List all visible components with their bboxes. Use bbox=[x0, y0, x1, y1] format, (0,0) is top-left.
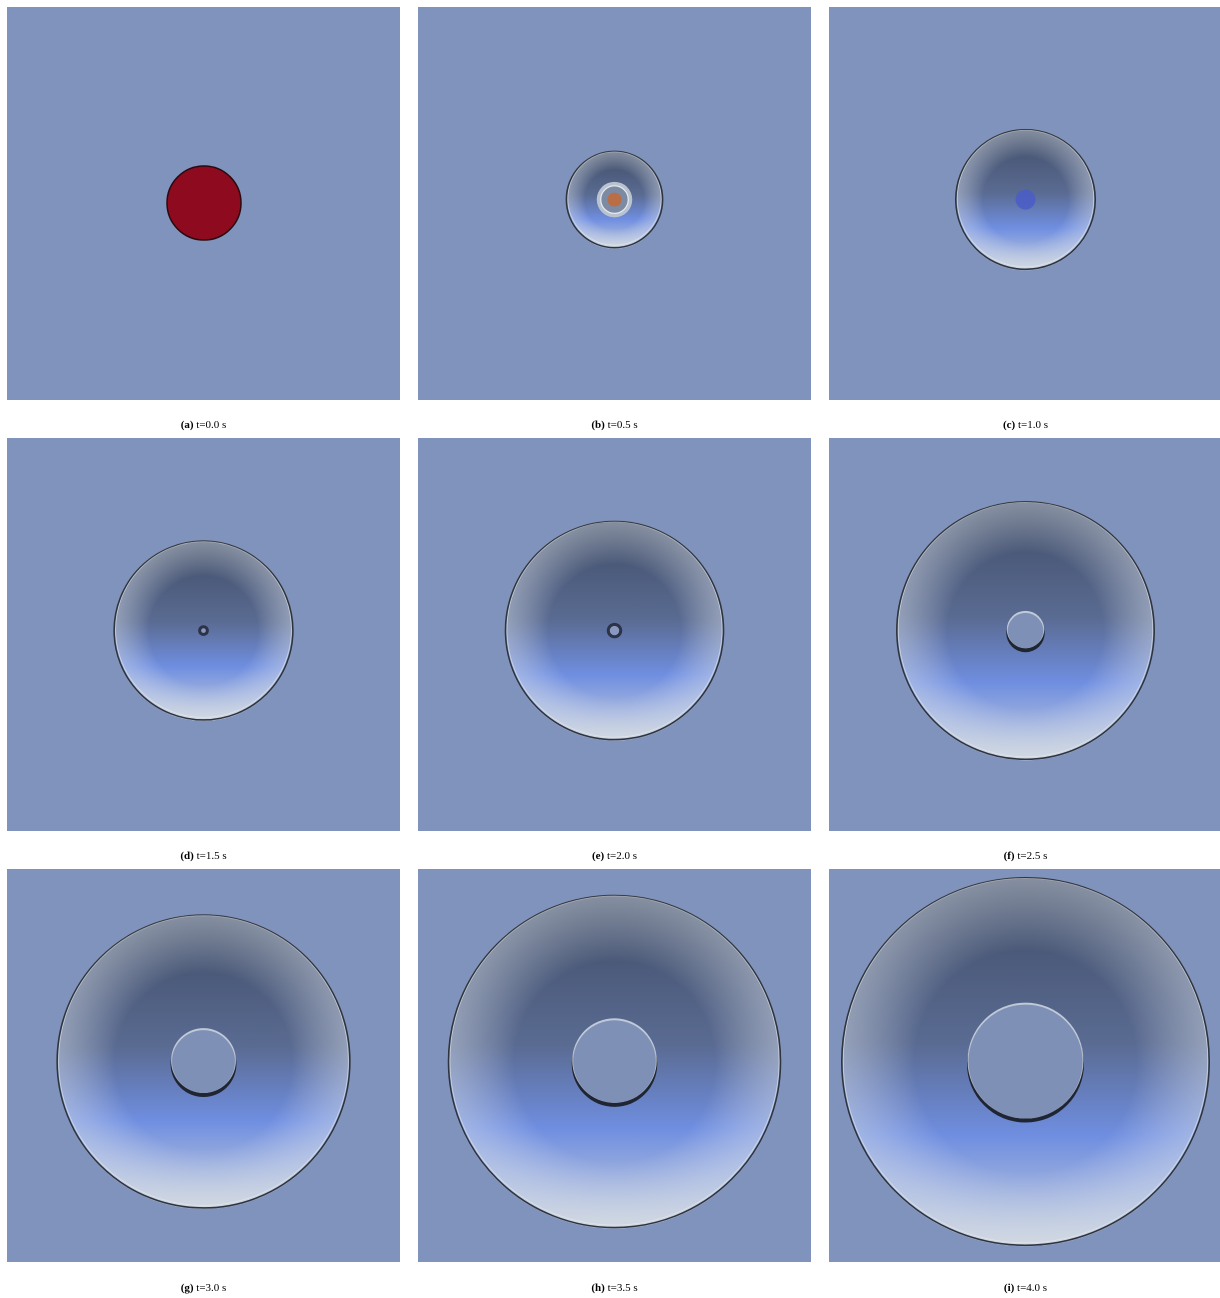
caption-c: (c) t=1.0 s bbox=[829, 419, 1220, 431]
caption-time: t=1.5 s bbox=[196, 850, 227, 862]
simulation-image-f bbox=[829, 438, 1220, 831]
caption-time: t=0.0 s bbox=[196, 419, 227, 431]
caption-letter: (e) bbox=[591, 850, 605, 862]
caption-b: (b) t=0.5 s bbox=[418, 419, 811, 431]
wave-front-edge bbox=[954, 129, 1097, 271]
simulation-image-h bbox=[418, 869, 811, 1262]
caption-d: (d) t=1.5 s bbox=[7, 850, 400, 862]
initial-blob bbox=[166, 165, 242, 241]
wave-front-highlight bbox=[956, 129, 1095, 268]
caption-g: (g) t=3.0 s bbox=[7, 1282, 400, 1294]
panel-e bbox=[418, 438, 811, 831]
panel-a bbox=[7, 7, 400, 400]
caption-i: (i) t=4.0 s bbox=[829, 1282, 1220, 1294]
wave-front-edge bbox=[56, 914, 351, 1209]
caption-e: (e) t=2.0 s bbox=[418, 850, 811, 862]
caption-letter: (g) bbox=[180, 1282, 194, 1294]
caption-letter: (a) bbox=[180, 419, 194, 431]
simulation-image-i bbox=[829, 869, 1220, 1262]
cavity-interior bbox=[968, 1004, 1083, 1119]
simulation-image-a bbox=[7, 7, 400, 400]
cavity-interior bbox=[172, 1030, 235, 1094]
caption-letter: (c) bbox=[1002, 419, 1016, 431]
panel-g bbox=[7, 869, 400, 1262]
wave-front-highlight bbox=[567, 151, 662, 246]
wave-front-highlight bbox=[506, 521, 723, 738]
caption-h: (h) t=3.5 s bbox=[418, 1282, 811, 1294]
wave-front-highlight bbox=[115, 541, 292, 718]
caption-time: t=4.0 s bbox=[1017, 1282, 1048, 1294]
simulation-image-e bbox=[418, 438, 811, 831]
wave-front-highlight bbox=[842, 877, 1209, 1244]
caption-time: t=3.5 s bbox=[607, 1282, 638, 1294]
wave-front-edge bbox=[447, 894, 782, 1229]
simulation-image-c bbox=[829, 7, 1220, 400]
cavity-interior bbox=[573, 1020, 656, 1103]
hot-spot bbox=[607, 192, 622, 207]
wave-front-edge bbox=[840, 877, 1211, 1247]
caption-letter: (h) bbox=[591, 1282, 605, 1294]
wave-front-edge bbox=[896, 501, 1155, 761]
caption-letter: (b) bbox=[591, 419, 605, 431]
wave-front-edge bbox=[504, 520, 725, 741]
caption-letter: (d) bbox=[180, 850, 194, 862]
panel-d bbox=[7, 438, 400, 831]
panel-c bbox=[829, 7, 1220, 400]
caption-time: t=1.0 s bbox=[1017, 419, 1048, 431]
center-spot bbox=[1015, 189, 1036, 210]
caption-f: (f) t=2.5 s bbox=[829, 850, 1220, 862]
panel-f bbox=[829, 438, 1220, 831]
caption-letter: (f) bbox=[1003, 850, 1015, 862]
wave-front-edge bbox=[565, 150, 664, 249]
simulation-image-g bbox=[7, 869, 400, 1262]
panel-h bbox=[418, 869, 811, 1262]
caption-letter: (i) bbox=[1003, 1282, 1015, 1294]
simulation-image-d bbox=[7, 438, 400, 831]
simulation-image-b bbox=[418, 7, 811, 400]
center-spot bbox=[201, 628, 206, 633]
center-spot bbox=[609, 625, 620, 636]
caption-time: t=0.5 s bbox=[607, 419, 638, 431]
panel-b bbox=[418, 7, 811, 400]
cavity-interior bbox=[1007, 612, 1044, 649]
wave-front-edge bbox=[113, 540, 294, 721]
caption-a: (a) t=0.0 s bbox=[7, 419, 400, 431]
wave-front-highlight bbox=[449, 895, 780, 1226]
caption-time: t=3.0 s bbox=[196, 1282, 227, 1294]
caption-time: t=2.0 s bbox=[606, 850, 637, 862]
caption-time: t=2.5 s bbox=[1017, 850, 1048, 862]
panel-i bbox=[829, 869, 1220, 1262]
wave-front-highlight bbox=[58, 915, 349, 1206]
wave-front-highlight bbox=[897, 501, 1154, 758]
